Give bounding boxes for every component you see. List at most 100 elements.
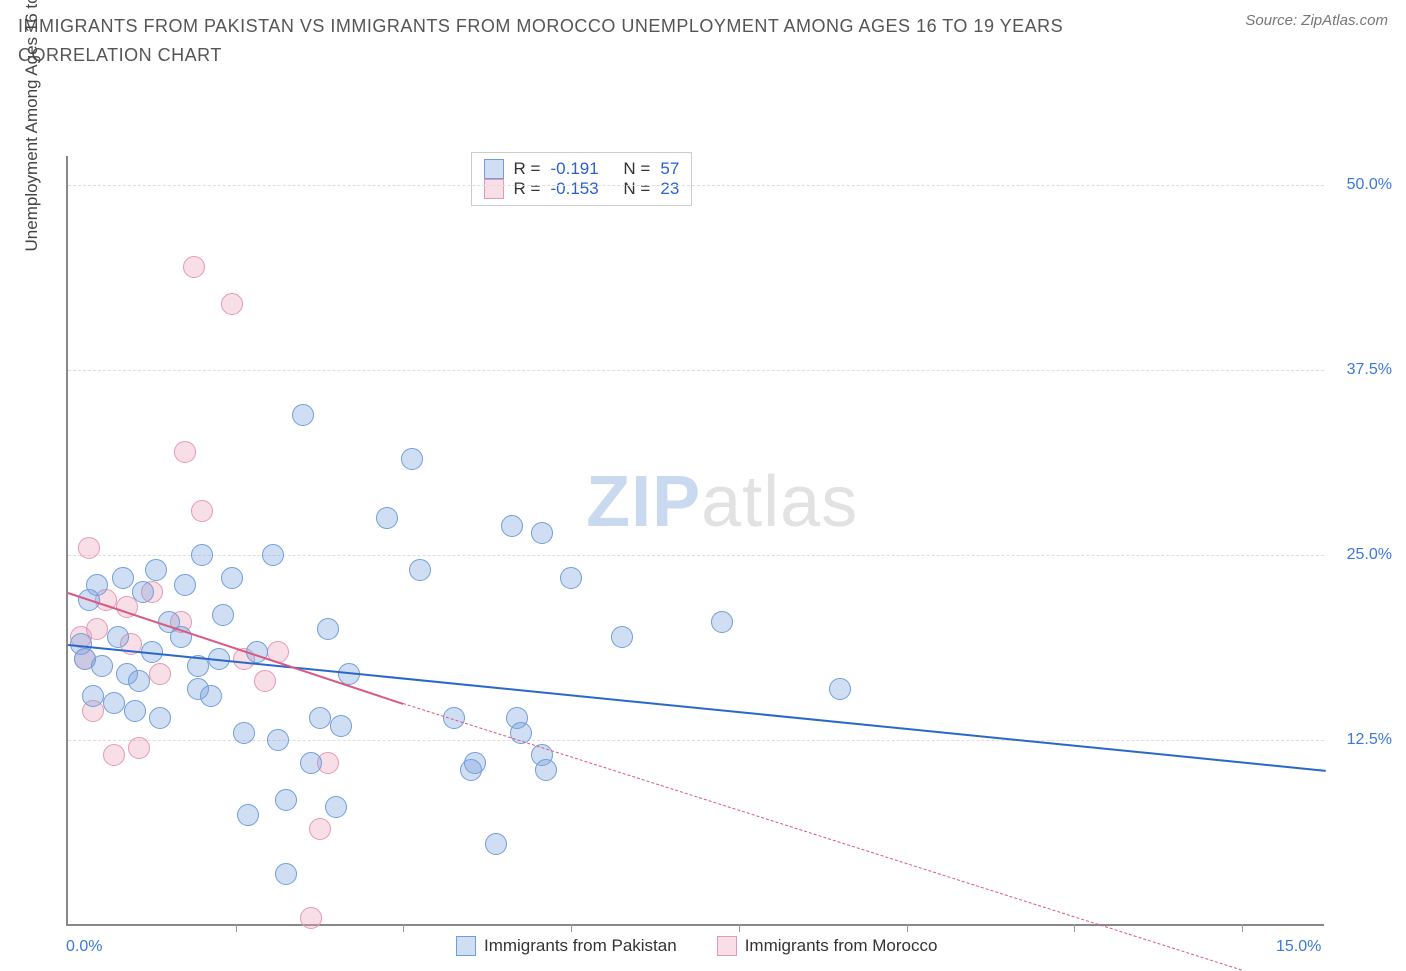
- y-tick-label: 37.5%: [1347, 361, 1392, 379]
- data-point-pakistan: [535, 759, 557, 781]
- data-point-pakistan: [91, 655, 113, 677]
- series-legend: Immigrants from Pakistan Immigrants from…: [456, 936, 937, 956]
- data-point-morocco: [128, 737, 150, 759]
- data-point-pakistan: [829, 678, 851, 700]
- watermark-atlas: atlas: [701, 462, 858, 542]
- x-axis-origin-label: 0.0%: [66, 938, 102, 956]
- swatch-morocco: [717, 936, 737, 956]
- grid-line: [68, 555, 1324, 556]
- y-tick-label: 25.0%: [1347, 546, 1392, 564]
- stats-row-morocco: R = -0.153 N = 23: [484, 179, 680, 199]
- data-point-pakistan: [275, 789, 297, 811]
- n-label: N =: [623, 179, 650, 199]
- regression-extrap-morocco: [403, 703, 1242, 970]
- data-point-pakistan: [212, 604, 234, 626]
- x-tick: [907, 924, 908, 932]
- data-point-pakistan: [107, 626, 129, 648]
- data-point-pakistan: [82, 685, 104, 707]
- data-point-pakistan: [560, 567, 582, 589]
- data-point-pakistan: [611, 626, 633, 648]
- data-point-pakistan: [262, 544, 284, 566]
- data-point-pakistan: [531, 522, 553, 544]
- stats-row-pakistan: R = -0.191 N = 57: [484, 159, 680, 179]
- data-point-pakistan: [112, 567, 134, 589]
- data-point-pakistan: [221, 567, 243, 589]
- data-point-morocco: [309, 818, 331, 840]
- data-point-pakistan: [485, 833, 507, 855]
- grid-line: [68, 185, 1324, 186]
- data-point-pakistan: [300, 752, 322, 774]
- data-point-morocco: [78, 537, 100, 559]
- data-point-morocco: [221, 293, 243, 315]
- data-point-pakistan: [330, 715, 352, 737]
- source-prefix: Source:: [1245, 12, 1301, 29]
- r-label: R =: [514, 159, 541, 179]
- y-tick-label: 50.0%: [1347, 176, 1392, 194]
- data-point-pakistan: [317, 618, 339, 640]
- data-point-pakistan: [145, 559, 167, 581]
- swatch-morocco: [484, 179, 504, 199]
- data-point-pakistan: [132, 581, 154, 603]
- chart-header: IMMIGRANTS FROM PAKISTAN VS IMMIGRANTS F…: [0, 0, 1406, 78]
- n-value-pakistan: 57: [660, 159, 679, 179]
- data-point-pakistan: [233, 722, 255, 744]
- data-point-pakistan: [174, 574, 196, 596]
- data-point-pakistan: [237, 804, 259, 826]
- plot-area: ZIPatlas R = -0.191 N = 57 R = -0.153 N …: [66, 156, 1324, 926]
- data-point-pakistan: [292, 404, 314, 426]
- watermark: ZIPatlas: [586, 461, 858, 543]
- x-tick: [1242, 924, 1243, 932]
- data-point-morocco: [254, 670, 276, 692]
- data-point-pakistan: [309, 707, 331, 729]
- r-value-morocco: -0.153: [550, 179, 598, 199]
- y-tick-label: 12.5%: [1347, 731, 1392, 749]
- data-point-morocco: [103, 744, 125, 766]
- data-point-pakistan: [124, 700, 146, 722]
- regression-line-pakistan: [68, 644, 1326, 772]
- data-point-pakistan: [200, 685, 222, 707]
- r-label: R =: [514, 179, 541, 199]
- data-point-pakistan: [401, 448, 423, 470]
- data-point-pakistan: [191, 544, 213, 566]
- swatch-pakistan: [484, 159, 504, 179]
- x-tick: [739, 924, 740, 932]
- chart-title: IMMIGRANTS FROM PAKISTAN VS IMMIGRANTS F…: [18, 12, 1168, 70]
- data-point-pakistan: [501, 515, 523, 537]
- n-label: N =: [623, 159, 650, 179]
- data-point-pakistan: [711, 611, 733, 633]
- data-point-morocco: [174, 441, 196, 463]
- data-point-pakistan: [464, 752, 486, 774]
- data-point-pakistan: [128, 670, 150, 692]
- data-point-pakistan: [409, 559, 431, 581]
- data-point-pakistan: [86, 574, 108, 596]
- y-axis-label: Unemployment Among Ages 16 to 19 years: [22, 0, 42, 251]
- data-point-pakistan: [376, 507, 398, 529]
- grid-line: [68, 370, 1324, 371]
- stats-legend: R = -0.191 N = 57 R = -0.153 N = 23: [471, 152, 693, 206]
- x-axis-end-label: 15.0%: [1276, 938, 1321, 956]
- source-name: ZipAtlas.com: [1301, 12, 1388, 29]
- legend-item-pakistan: Immigrants from Pakistan: [456, 936, 677, 956]
- legend-item-morocco: Immigrants from Morocco: [717, 936, 938, 956]
- data-point-pakistan: [103, 692, 125, 714]
- data-point-pakistan: [325, 796, 347, 818]
- data-point-pakistan: [149, 707, 171, 729]
- n-value-morocco: 23: [660, 179, 679, 199]
- x-tick: [403, 924, 404, 932]
- data-point-pakistan: [267, 729, 289, 751]
- x-tick: [236, 924, 237, 932]
- x-tick: [1074, 924, 1075, 932]
- legend-label-morocco: Immigrants from Morocco: [745, 936, 938, 956]
- r-value-pakistan: -0.191: [550, 159, 598, 179]
- data-point-pakistan: [275, 863, 297, 885]
- legend-label-pakistan: Immigrants from Pakistan: [484, 936, 677, 956]
- swatch-pakistan: [456, 936, 476, 956]
- watermark-zip: ZIP: [586, 462, 701, 542]
- data-point-morocco: [149, 663, 171, 685]
- data-point-morocco: [183, 256, 205, 278]
- grid-line: [68, 740, 1324, 741]
- data-point-morocco: [300, 907, 322, 929]
- data-point-morocco: [191, 500, 213, 522]
- source-attribution: Source: ZipAtlas.com: [1245, 12, 1388, 29]
- x-tick: [571, 924, 572, 932]
